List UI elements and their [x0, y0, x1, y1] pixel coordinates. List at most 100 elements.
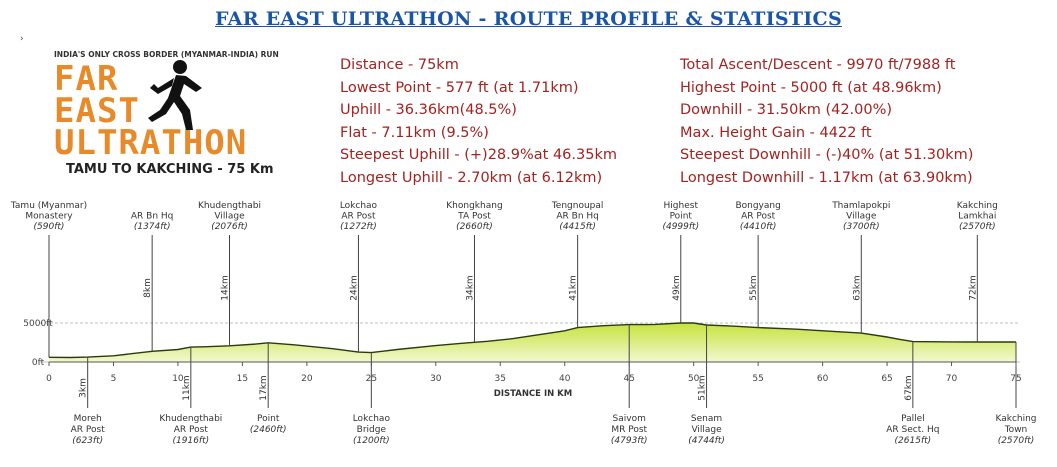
marker-name: Kakching: [995, 414, 1036, 424]
x-tick-label: 40: [559, 374, 571, 384]
stat-steepest-downhill: Steepest Downhill - (-)40% (at 51.30km): [680, 147, 974, 164]
marker-name: Town: [1004, 425, 1028, 435]
marker-name: Saivom: [613, 414, 646, 424]
marker-name: Village: [691, 425, 722, 435]
x-tick-label: 10: [172, 374, 184, 384]
marker-name: AR Post: [174, 425, 209, 435]
x-tick-label: 70: [946, 374, 958, 384]
marker-name: Monastery: [25, 212, 73, 222]
marker-name: Lokchao: [353, 414, 391, 424]
marker-distance: 49km: [672, 275, 682, 300]
stat-max-height-gain: Max. Height Gain - 4422 ft: [680, 124, 872, 141]
marker-name: Senam: [691, 414, 722, 424]
logo-word-east: EAST: [54, 91, 140, 131]
marker-altitude: (4793ft): [611, 436, 648, 446]
y-tick-label: 5000ft: [23, 319, 53, 329]
x-tick-label: 30: [430, 374, 442, 384]
marker-distance: 51km: [698, 375, 708, 400]
marker-name: AR Bn Hq: [131, 212, 174, 222]
marker-name: Bridge: [357, 425, 387, 435]
stat-total-ascent-descent: Total Ascent/Descent - 9970 ft/7988 ft: [680, 57, 956, 73]
chevron-right-icon: ›: [20, 34, 24, 44]
stat-uphill: Uphill - 36.36km(48.5%): [340, 102, 517, 119]
marker-altitude: (1200ft): [353, 436, 390, 446]
x-tick-label: 15: [237, 374, 248, 384]
marker-name: MR Post: [611, 425, 647, 435]
elevation-area: [49, 323, 1016, 362]
marker-name: Moreh: [74, 414, 102, 424]
marker-name: Tamu (Myanmar): [10, 201, 87, 211]
marker-distance: 67km: [904, 375, 914, 400]
event-logo: INDIA'S ONLY CROSS BORDER (MYANMAR-INDIA…: [52, 48, 322, 188]
marker-distance: 17km: [259, 375, 269, 400]
marker-altitude: (2660ft): [456, 222, 493, 232]
marker-name: AR Post: [341, 212, 376, 222]
logo-word-far: FAR: [54, 59, 119, 99]
marker-distance: 72km: [968, 275, 978, 300]
marker-altitude: (590ft): [34, 222, 65, 232]
y-tick-label: 0ft: [32, 358, 45, 368]
logo-word-ultrathon: ULTRATHON: [54, 123, 248, 163]
marker-altitude: (2076ft): [211, 222, 248, 232]
marker-altitude: (4999ft): [662, 222, 699, 232]
marker-distance: 24km: [349, 275, 359, 300]
stat-longest-downhill: Longest Downhill - 1.17km (at 63.90km): [680, 169, 973, 186]
x-tick-label: 0: [46, 374, 52, 384]
marker-name: AR Bn Hq: [556, 212, 599, 222]
marker-distance: 3km: [79, 378, 89, 398]
marker-name: Tengnoupal: [551, 201, 604, 211]
marker-distance: 8km: [143, 278, 153, 298]
marker-name: Point: [670, 212, 693, 222]
marker-distance: 34km: [465, 275, 475, 300]
stat-distance: Distance - 75km: [340, 57, 459, 73]
stat-lowest-point: Lowest Point - 577 ft (at 1.71km): [340, 79, 579, 96]
marker-distance: 41km: [569, 275, 579, 300]
marker-name: Lokchao: [340, 201, 378, 211]
x-tick-label: 55: [752, 374, 763, 384]
x-tick-label: 60: [817, 374, 829, 384]
x-tick-label: 20: [301, 374, 313, 384]
marker-name: Kakching: [957, 201, 998, 211]
marker-altitude: (623ft): [72, 436, 103, 446]
marker-altitude: (3700ft): [843, 222, 880, 232]
marker-distance: 55km: [749, 275, 759, 300]
marker-name: AR Sect. Hq: [886, 425, 939, 435]
stat-downhill: Downhill - 31.50km (42.00%): [680, 102, 893, 119]
stat-highest-point: Highest Point - 5000 ft (at 48.96km): [680, 79, 942, 96]
stats-right: Total Ascent/Descent - 9970 ft/7988 ft H…: [680, 54, 973, 190]
marker-altitude: (4410ft): [740, 222, 777, 232]
marker-altitude: (2570ft): [998, 436, 1035, 446]
marker-altitude: (4744ft): [688, 436, 725, 446]
marker-name: Village: [846, 212, 877, 222]
logo-tagline: INDIA'S ONLY CROSS BORDER (MYANMAR-INDIA…: [54, 50, 279, 59]
marker-altitude: (4415ft): [559, 222, 596, 232]
marker-altitude: (2460ft): [250, 425, 287, 435]
stat-steepest-uphill: Steepest Uphill - (+)28.9%at 46.35km: [340, 147, 617, 164]
marker-name: Village: [214, 212, 245, 222]
x-tick-label: 35: [495, 374, 506, 384]
marker-name: Bongyang: [735, 201, 780, 211]
marker-altitude: (1916ft): [173, 436, 210, 446]
x-tick-label: 50: [688, 374, 700, 384]
marker-name: Khudengthabi: [198, 201, 261, 211]
marker-name: Khongkhang: [446, 201, 502, 211]
marker-name: AR Post: [741, 212, 776, 222]
marker-distance: 11km: [182, 375, 192, 400]
stats-left: Distance - 75km Lowest Point - 577 ft (a…: [340, 54, 617, 190]
x-tick-label: 5: [111, 374, 117, 384]
x-tick-label: 45: [623, 374, 634, 384]
x-tick-label: 75: [1010, 374, 1021, 384]
marker-name: Highest: [664, 201, 699, 211]
marker-name: Lamkhai: [958, 212, 996, 222]
runner-icon: [148, 60, 202, 130]
x-tick-label: 65: [881, 374, 892, 384]
elevation-line: [48, 322, 1016, 359]
marker-name: Khudengthabi: [159, 414, 222, 424]
x-axis-label: DISTANCE IN KM: [494, 389, 572, 399]
marker-name: Point: [257, 414, 280, 424]
stat-longest-uphill: Longest Uphill - 2.70km (at 6.12km): [340, 169, 603, 186]
marker-distance: 14km: [221, 275, 231, 300]
marker-altitude: (1374ft): [134, 222, 171, 232]
logo-subtitle: TAMU TO KAKCHING - 75 Km: [66, 162, 274, 177]
